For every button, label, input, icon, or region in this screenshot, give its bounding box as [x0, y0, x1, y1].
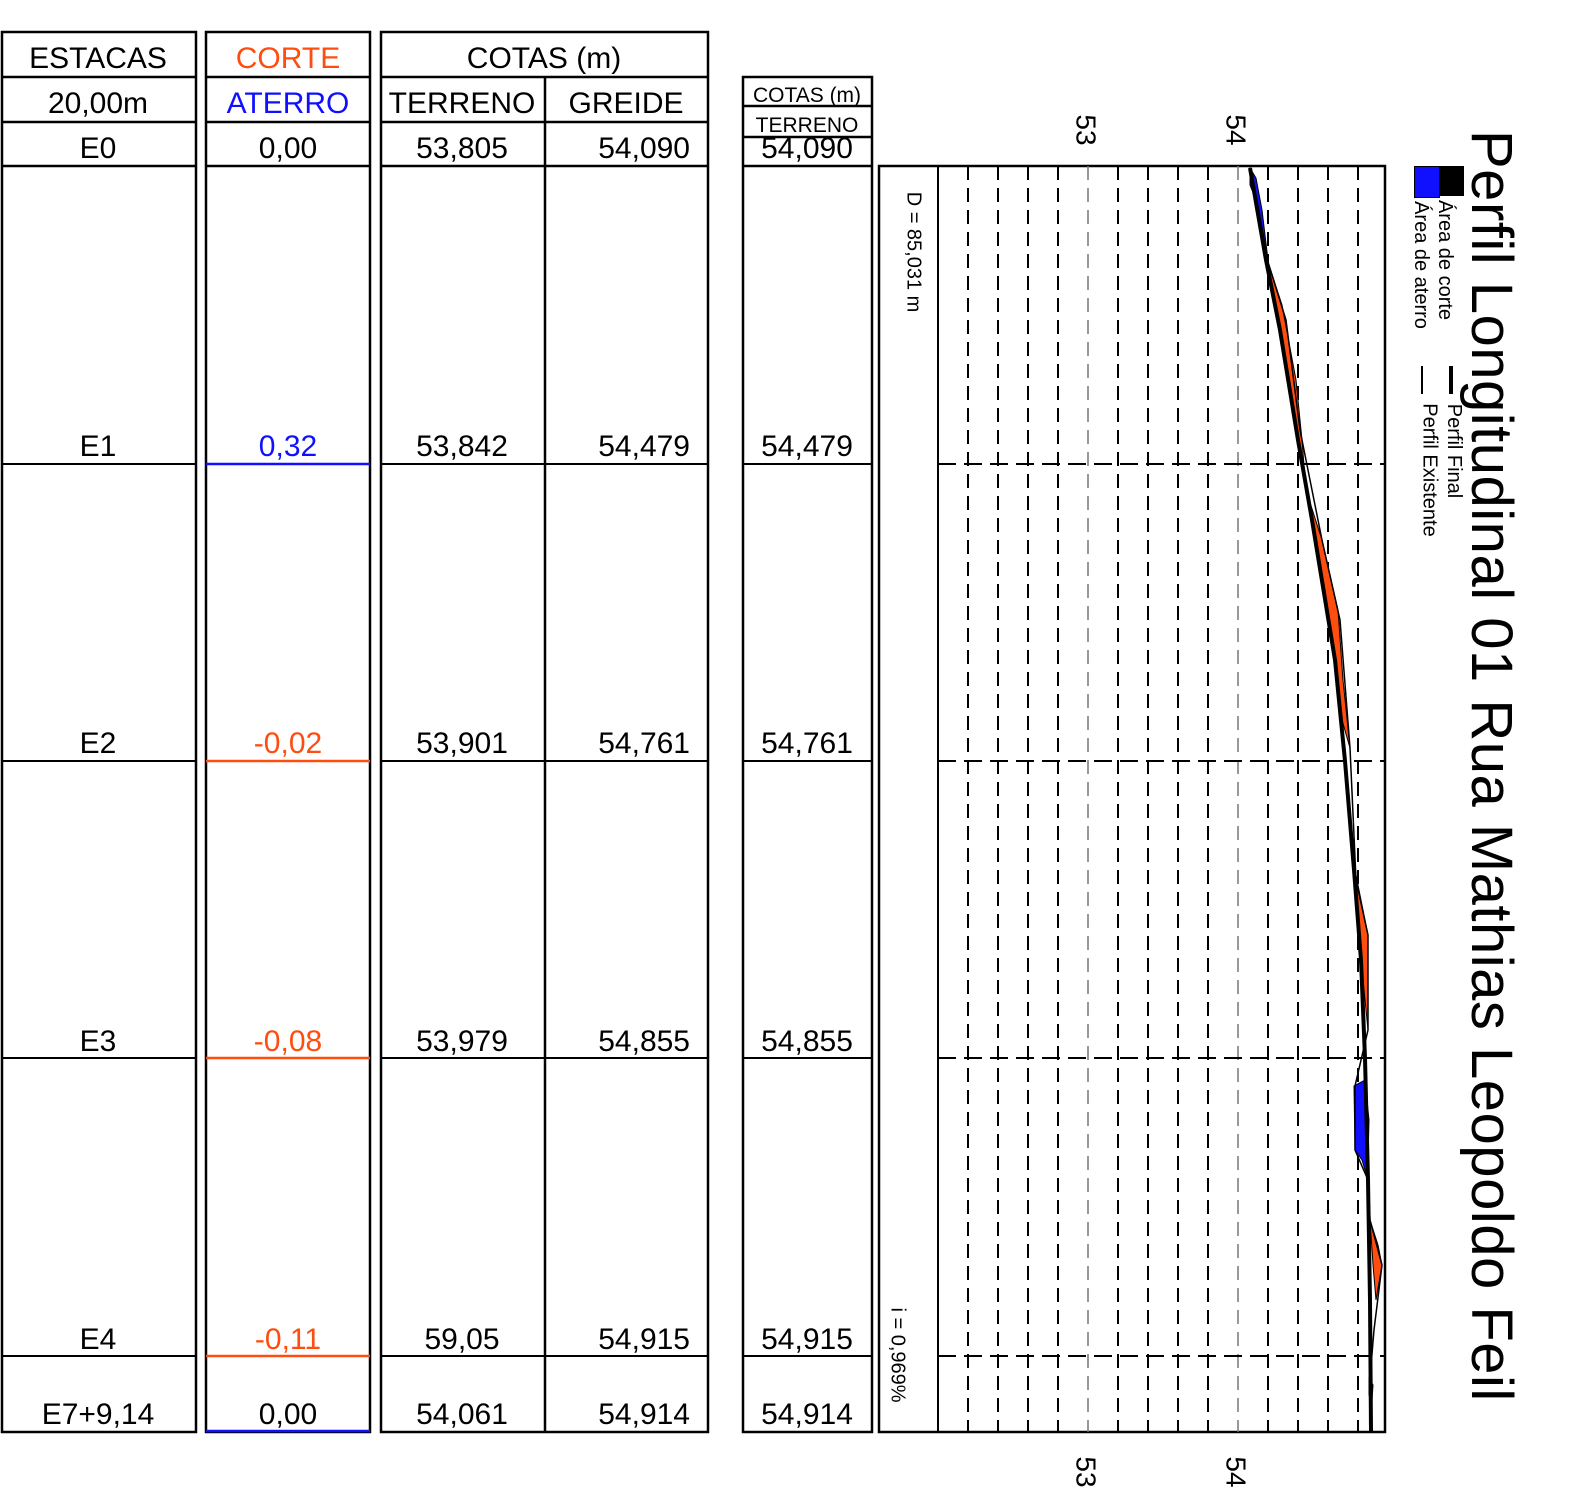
side-terreno-cell: 54,855	[761, 1025, 853, 1058]
greide-cell: 54,914	[598, 1398, 690, 1431]
corte-aterro-cell: 0,00	[258, 132, 318, 165]
terreno-cell: 53,979	[416, 1025, 508, 1058]
corte-header: CORTE	[235, 42, 341, 75]
perfil-existente-line	[1249, 167, 1383, 1433]
side-cotas-header: COTAS (m)	[752, 84, 862, 107]
profile-frame	[877, 164, 1387, 1434]
axis-label-53: 53	[1070, 114, 1102, 146]
side-terreno-cell: 54,914	[761, 1398, 853, 1431]
cotas-header: COTAS (m)	[466, 42, 622, 75]
aterro-header: ATERRO	[226, 87, 350, 120]
axis-label-bottom-54: 54	[1220, 1456, 1252, 1488]
slope-label: i = 0,969%	[886, 1307, 909, 1403]
terreno-cell: 53,842	[416, 430, 508, 463]
greide-cell: 54,855	[598, 1025, 690, 1058]
legend-aterro-swatch	[1414, 166, 1440, 198]
greide-header: GREIDE	[568, 87, 684, 120]
estaca-cell: E3	[79, 1025, 117, 1058]
greide-cell: 54,090	[598, 132, 690, 165]
terreno-header: TERRENO	[388, 87, 536, 120]
legend-perfil-existente-label: Perfil Existente	[1418, 403, 1441, 537]
corte-aterro-cell: -0,02	[253, 727, 323, 760]
axis-label-bottom-53: 53	[1070, 1456, 1102, 1488]
legend	[1400, 160, 1480, 580]
side-terreno-cell: 54,479	[761, 430, 853, 463]
side-terreno-cell: 54,761	[761, 727, 853, 760]
side-terreno-cell: 54,090	[761, 132, 853, 165]
terreno-cell: 53,805	[416, 132, 508, 165]
terreno-cell: 53,901	[416, 727, 508, 760]
axis-label-54: 54	[1220, 114, 1252, 146]
estaca-cell: E4	[79, 1323, 117, 1356]
estaca-cell: E0	[79, 132, 117, 165]
legend-corte-label: Área de corte	[1434, 199, 1457, 321]
legend-aterro-label: Área de aterro	[1409, 201, 1432, 329]
corte-aterro-cell: 0,00	[258, 1398, 318, 1431]
terreno-cell: 59,05	[424, 1323, 500, 1356]
corte-aterro-cell: 0,32	[258, 430, 318, 463]
side-terreno-header: TERRENO	[755, 114, 859, 137]
greide-cell: 54,479	[598, 430, 690, 463]
greide-cell: 54,761	[598, 727, 690, 760]
corte-aterro-cell: -0,11	[254, 1323, 322, 1356]
legend-perfil-final-line	[1449, 366, 1453, 394]
greide-cell: 54,915	[598, 1323, 690, 1356]
estacas-subheader: 20,00m	[47, 87, 149, 120]
page-title: Perfil Longitudinal 01 Rua Mathias Leopo…	[1459, 130, 1524, 1402]
distance-label: D = 85,031 m	[902, 191, 925, 313]
corte-area	[1369, 1219, 1383, 1301]
estaca-cell: E1	[79, 430, 117, 463]
legend-perfil-existente-line	[1421, 366, 1423, 394]
estacas-header: ESTACAS	[29, 42, 167, 75]
legend-corte-swatch	[1440, 166, 1464, 196]
corte-aterro-cell: -0,08	[253, 1025, 323, 1058]
estaca-cell: E2	[79, 727, 117, 760]
side-terreno-cell: 54,915	[761, 1323, 853, 1356]
estaca-cell: E7+9,14	[41, 1398, 155, 1431]
terreno-cell: 54,061	[416, 1398, 508, 1431]
